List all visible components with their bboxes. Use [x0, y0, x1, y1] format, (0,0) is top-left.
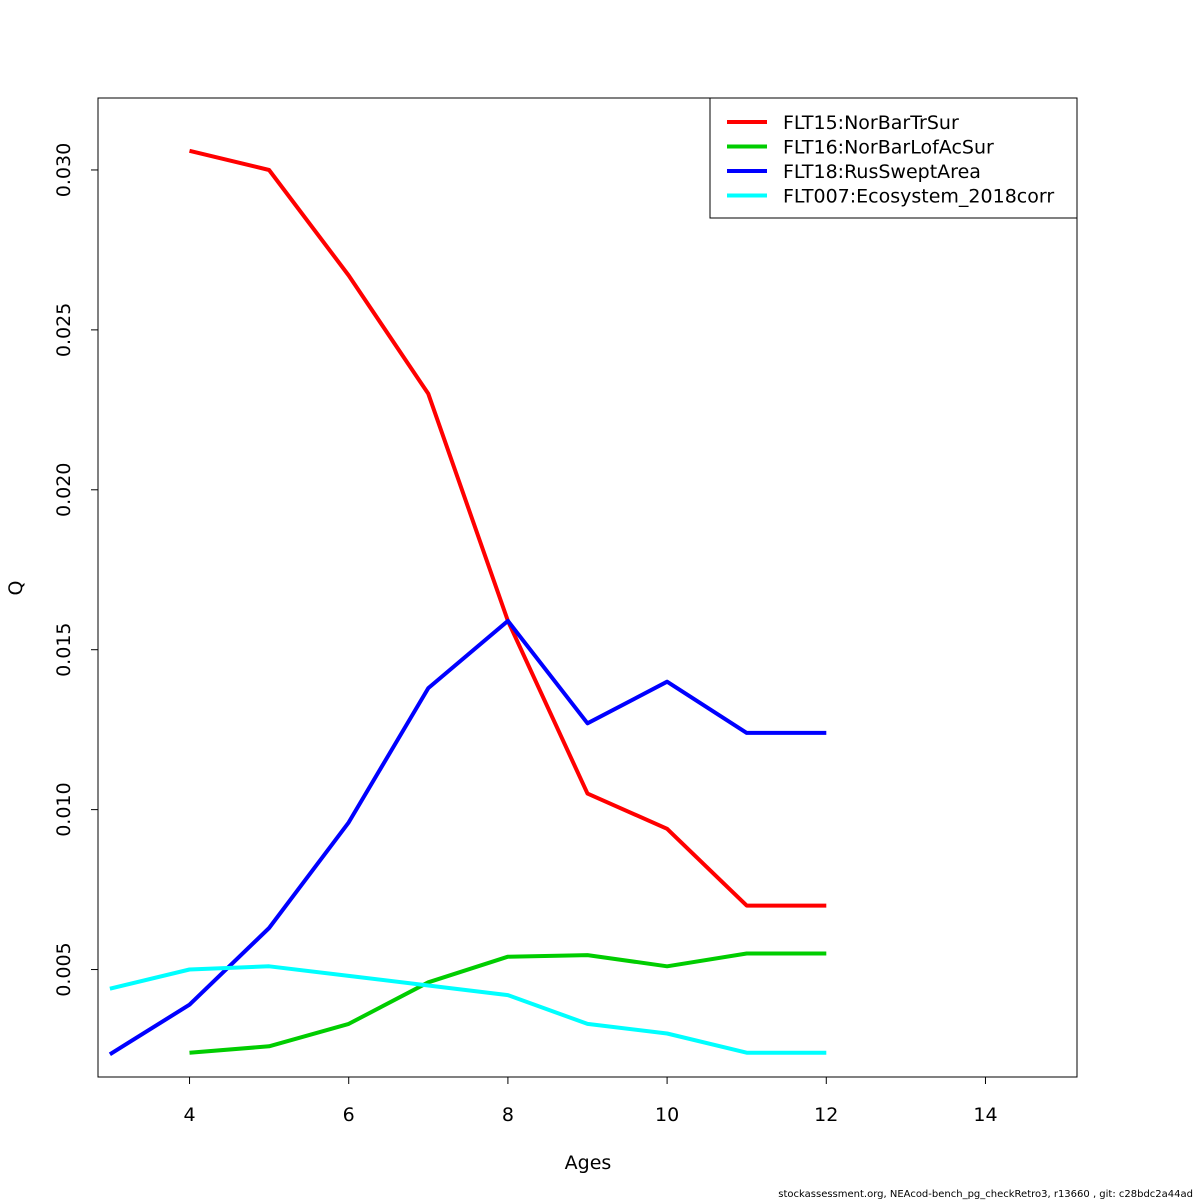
y-axis: 0.005 0.010 0.015 0.020 0.025 0.030 [53, 143, 99, 997]
footer-credit: stockassessment.org, NEAcod-bench_pg_che… [778, 1189, 1193, 1200]
y-tick-label: 0.005 [53, 942, 75, 996]
legend-label-3: FLT007:Ecosystem_2018corr [783, 186, 1054, 208]
series-layer [108, 148, 827, 1056]
x-tick-label: 10 [655, 1104, 679, 1126]
series-line-3 [109, 964, 827, 1055]
x-tick-label: 14 [973, 1104, 997, 1126]
x-tick-label: 6 [343, 1104, 355, 1126]
series-line-1 [189, 951, 827, 1055]
y-tick-label: 0.015 [53, 622, 75, 676]
legend-label-1: FLT16:NorBarLofAcSur [783, 137, 994, 159]
x-axis-title: Ages [565, 1152, 612, 1174]
x-tick-label: 4 [183, 1104, 195, 1126]
legend-label-2: FLT18:RusSweptArea [783, 161, 981, 183]
y-tick-label: 0.025 [53, 303, 75, 357]
x-axis: 4 6 8 10 12 14 [183, 1076, 998, 1126]
y-tick-label: 0.010 [53, 782, 75, 836]
y-tick-label: 0.020 [53, 463, 75, 517]
y-tick-label: 0.030 [53, 143, 75, 197]
x-tick-label: 12 [814, 1104, 838, 1126]
legend-box [709, 97, 1078, 219]
x-tick-label: 8 [502, 1104, 514, 1126]
legend: FLT15:NorBarTrSurFLT16:NorBarLofAcSurFLT… [709, 97, 1078, 219]
legend-label-0: FLT15:NorBarTrSur [783, 112, 959, 134]
y-axis-title: Q [5, 581, 27, 596]
